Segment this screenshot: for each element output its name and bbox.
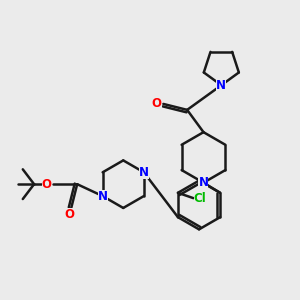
Text: N: N <box>139 166 149 179</box>
Text: Cl: Cl <box>194 192 206 205</box>
Text: O: O <box>42 178 52 191</box>
Text: O: O <box>152 98 162 110</box>
Text: O: O <box>65 208 75 221</box>
Text: N: N <box>98 190 108 202</box>
Text: N: N <box>199 176 208 189</box>
Text: N: N <box>216 79 226 92</box>
